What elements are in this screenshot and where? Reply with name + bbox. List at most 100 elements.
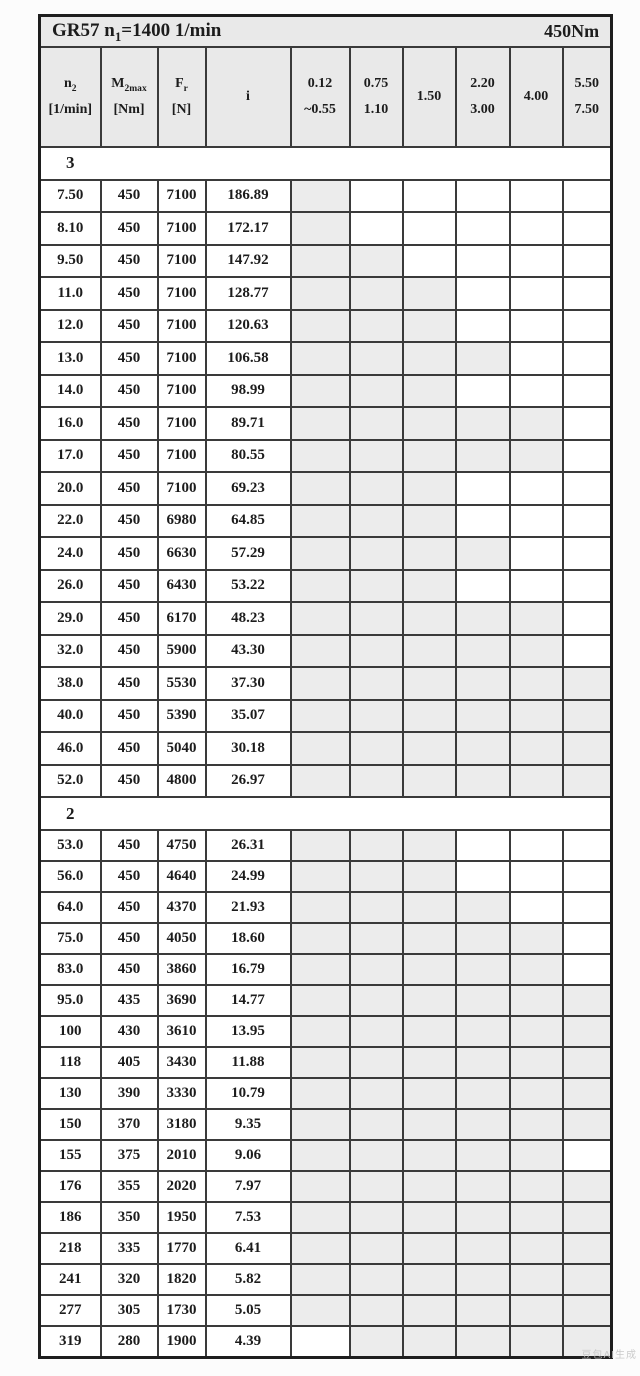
table-row: 100 430 3610 13.95 bbox=[38, 1015, 613, 1048]
power-cell-p-0.75-1.10 bbox=[348, 1077, 404, 1110]
cell-i: 10.79 bbox=[204, 1077, 292, 1110]
table-row: 53.0 450 4750 26.31 bbox=[38, 829, 613, 862]
cell-fr: 5900 bbox=[156, 633, 207, 668]
power-cell-p-0.75-1.10 bbox=[348, 1232, 404, 1265]
power-cell-p-4.00 bbox=[508, 953, 564, 986]
header-text: 5.50 bbox=[574, 76, 600, 92]
cell-fr: 7100 bbox=[156, 373, 207, 408]
col-header-power-1.50: 1.50 bbox=[401, 45, 457, 148]
power-cell-p-5.50-7.50 bbox=[561, 922, 613, 955]
power-cell-p-4.00 bbox=[508, 1294, 564, 1327]
power-cell-p-0.75-1.10 bbox=[348, 568, 404, 603]
power-cell-p-1.50 bbox=[401, 984, 457, 1017]
power-cell-p-5.50-7.50 bbox=[561, 1077, 613, 1110]
col-header-power-0.12-0.55: 0.12 ~0.55 bbox=[289, 45, 351, 148]
power-cell-p-0.75-1.10 bbox=[348, 1201, 404, 1234]
power-cell-p-4.00 bbox=[508, 243, 564, 278]
cell-i: 89.71 bbox=[204, 406, 292, 441]
power-cell-p-0.75-1.10 bbox=[348, 922, 404, 955]
power-cell-p-2.20-3.00 bbox=[454, 829, 511, 862]
power-cell-p-0.12-0.55 bbox=[289, 1046, 351, 1079]
cell-m2max: 335 bbox=[99, 1232, 159, 1265]
reduction-stage-label: 2 bbox=[38, 796, 613, 831]
power-cell-p-2.20-3.00 bbox=[454, 601, 511, 636]
reduction-stage-label: 3 bbox=[38, 145, 613, 181]
table-row: 24.0 450 6630 57.29 bbox=[38, 536, 613, 571]
table-row: 40.0 450 5390 35.07 bbox=[38, 698, 613, 733]
power-cell-p-0.12-0.55 bbox=[289, 568, 351, 603]
cell-n2: 52.0 bbox=[38, 763, 102, 798]
table-row: 186 350 1950 7.53 bbox=[38, 1201, 613, 1234]
power-cell-p-2.20-3.00 bbox=[454, 1015, 511, 1048]
power-cell-p-0.12-0.55 bbox=[289, 308, 351, 343]
cell-i: 120.63 bbox=[204, 308, 292, 343]
power-cell-p-5.50-7.50 bbox=[561, 438, 613, 473]
power-cell-p-1.50 bbox=[401, 1232, 457, 1265]
cell-fr: 1900 bbox=[156, 1325, 207, 1358]
cell-i: 98.99 bbox=[204, 373, 292, 408]
cell-fr: 2010 bbox=[156, 1139, 207, 1172]
power-cell-p-4.00 bbox=[508, 1046, 564, 1079]
header-text: ~0.55 bbox=[304, 101, 336, 117]
cell-i: 48.23 bbox=[204, 601, 292, 636]
cell-m2max: 350 bbox=[99, 1201, 159, 1234]
power-cell-p-0.12-0.55 bbox=[289, 1263, 351, 1296]
cell-fr: 3690 bbox=[156, 984, 207, 1017]
cell-m2max: 390 bbox=[99, 1077, 159, 1110]
cell-fr: 3180 bbox=[156, 1108, 207, 1141]
table-row: 22.0 450 6980 64.85 bbox=[38, 503, 613, 538]
cell-fr: 6170 bbox=[156, 601, 207, 636]
table-row: 38.0 450 5530 37.30 bbox=[38, 666, 613, 701]
power-cell-p-4.00 bbox=[508, 1108, 564, 1141]
power-cell-p-5.50-7.50 bbox=[561, 633, 613, 668]
table-row: 95.0 435 3690 14.77 bbox=[38, 984, 613, 1017]
cell-i: 106.58 bbox=[204, 341, 292, 376]
cell-m2max: 450 bbox=[99, 698, 159, 733]
power-cell-p-4.00 bbox=[508, 1232, 564, 1265]
table-row: 12.0 450 7100 120.63 bbox=[38, 308, 613, 343]
power-cell-p-0.12-0.55 bbox=[289, 698, 351, 733]
cell-n2: 9.50 bbox=[38, 243, 102, 278]
cell-m2max: 450 bbox=[99, 891, 159, 924]
power-cell-p-0.75-1.10 bbox=[348, 276, 404, 311]
power-cell-p-0.12-0.55 bbox=[289, 1232, 351, 1265]
power-cell-p-5.50-7.50 bbox=[561, 308, 613, 343]
cell-i: 6.41 bbox=[204, 1232, 292, 1265]
power-cell-p-1.50 bbox=[401, 763, 457, 798]
power-cell-p-2.20-3.00 bbox=[454, 406, 511, 441]
power-cell-p-0.75-1.10 bbox=[348, 341, 404, 376]
table-row: 20.0 450 7100 69.23 bbox=[38, 471, 613, 506]
cell-n2: 40.0 bbox=[38, 698, 102, 733]
cell-fr: 1950 bbox=[156, 1201, 207, 1234]
cell-m2max: 435 bbox=[99, 984, 159, 1017]
power-cell-p-1.50 bbox=[401, 308, 457, 343]
cell-n2: 17.0 bbox=[38, 438, 102, 473]
cell-n2: 118 bbox=[38, 1046, 102, 1079]
power-cell-p-0.75-1.10 bbox=[348, 1325, 404, 1358]
cell-m2max: 450 bbox=[99, 763, 159, 798]
cell-i: 186.89 bbox=[204, 178, 292, 213]
cell-i: 57.29 bbox=[204, 536, 292, 571]
power-cell-p-0.75-1.10 bbox=[348, 308, 404, 343]
cell-i: 53.22 bbox=[204, 568, 292, 603]
table-row: 26.0 450 6430 53.22 bbox=[38, 568, 613, 603]
power-cell-p-0.12-0.55 bbox=[289, 178, 351, 213]
cell-m2max: 450 bbox=[99, 243, 159, 278]
header-text: n bbox=[63, 76, 72, 92]
cell-m2max: 450 bbox=[99, 438, 159, 473]
power-cell-p-4.00 bbox=[508, 1170, 564, 1203]
cell-fr: 6430 bbox=[156, 568, 207, 603]
cell-n2: 186 bbox=[38, 1201, 102, 1234]
cell-n2: 46.0 bbox=[38, 731, 102, 766]
power-cell-p-2.20-3.00 bbox=[454, 243, 511, 278]
cell-fr: 1820 bbox=[156, 1263, 207, 1296]
power-cell-p-0.75-1.10 bbox=[348, 243, 404, 278]
cell-m2max: 450 bbox=[99, 211, 159, 246]
cell-n2: 150 bbox=[38, 1108, 102, 1141]
table-row: 29.0 450 6170 48.23 bbox=[38, 601, 613, 636]
cell-m2max: 450 bbox=[99, 373, 159, 408]
table-row: 8.10 450 7100 172.17 bbox=[38, 211, 613, 246]
power-cell-p-0.12-0.55 bbox=[289, 503, 351, 538]
cell-i: 147.92 bbox=[204, 243, 292, 278]
cell-i: 172.17 bbox=[204, 211, 292, 246]
